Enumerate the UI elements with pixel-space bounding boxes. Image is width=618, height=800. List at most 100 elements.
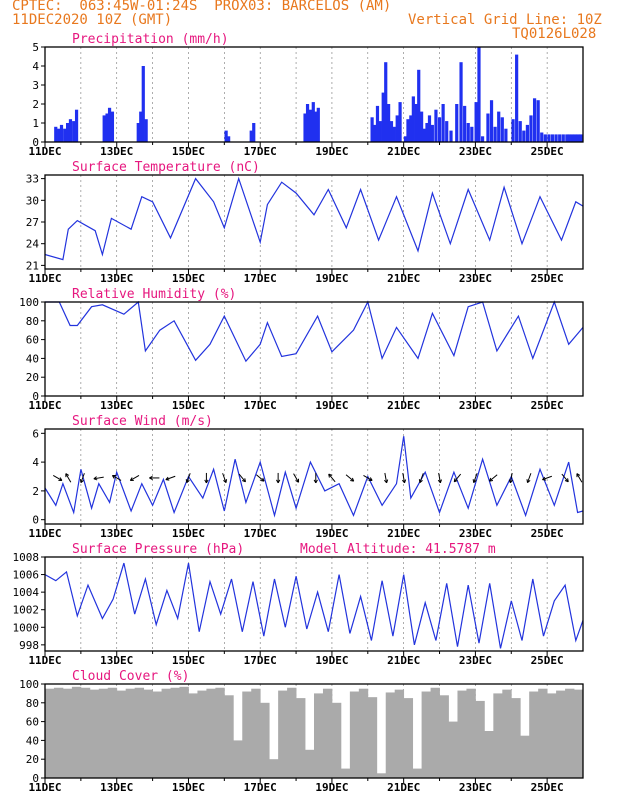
precip-bar	[500, 117, 504, 142]
panel-title: Surface Pressure (hPa)	[72, 542, 244, 557]
precip-bar	[63, 128, 67, 142]
precip-bar	[497, 111, 501, 142]
precip-bar	[403, 136, 408, 142]
y-tick-label: 80	[26, 697, 39, 710]
panel-subtitle: Model Altitude: 41.5787 m	[300, 542, 496, 557]
cloud-bar	[143, 689, 153, 778]
x-tick-label: 21DEC	[387, 399, 420, 412]
precip-bar	[375, 105, 380, 142]
y-tick-label: 20	[26, 753, 39, 766]
wind-arrow	[293, 473, 299, 483]
cloud-bar	[484, 731, 494, 778]
x-tick-label: 17DEC	[244, 654, 277, 667]
wind-arrow-head	[65, 473, 70, 476]
precip-bar	[529, 115, 533, 142]
wind-arrow-head	[564, 480, 569, 483]
x-tick-label: 15DEC	[172, 145, 205, 158]
wind-arrow-head	[418, 479, 421, 483]
panel-frame	[44, 683, 584, 779]
wind-arrow	[345, 474, 355, 482]
cloud-bar	[529, 691, 539, 778]
precip-bar	[525, 124, 530, 142]
wind-arrow-head	[242, 480, 246, 483]
x-tick-label: 15DEC	[172, 399, 205, 412]
cloud-bar	[98, 688, 109, 778]
x-tick-label: 15DEC	[172, 654, 205, 667]
wind-arrow	[509, 472, 513, 483]
panel-frame	[44, 428, 584, 525]
precip-bar	[68, 119, 73, 142]
cloud-bar	[439, 695, 449, 778]
y-tick-label: 1008	[13, 551, 40, 564]
precip-bar	[579, 134, 583, 142]
x-tick-label: 11DEC	[28, 399, 61, 412]
x-tick-label: 23DEC	[459, 781, 492, 794]
y-tick-label: 4	[32, 456, 39, 469]
series-line	[44, 436, 584, 518]
panel-title: Precipitation (mm/h)	[72, 32, 229, 47]
x-tick-label: 25DEC	[531, 781, 564, 794]
precip-bar	[414, 104, 418, 142]
y-tick-label: 1000	[13, 621, 40, 634]
x-tick-label: 25DEC	[531, 654, 564, 667]
wind-arrow	[130, 475, 140, 481]
cloud-bar	[421, 691, 431, 778]
precip-bar	[550, 134, 555, 142]
cloud-bar	[206, 688, 216, 778]
wind-arrow	[80, 473, 85, 483]
wind-arrow-head	[204, 479, 207, 484]
wind-arrow	[52, 475, 63, 481]
cloud-bar	[260, 702, 270, 778]
x-tick-label: 15DEC	[172, 781, 205, 794]
precip-bar	[74, 109, 79, 142]
panel-frame	[44, 46, 584, 143]
precip-bar	[466, 123, 470, 142]
y-tick-label: 24	[26, 238, 40, 251]
x-tick-label: 19DEC	[315, 145, 348, 158]
precip-bar	[576, 134, 580, 142]
x-tick-label: 11DEC	[28, 654, 61, 667]
cloud-bar	[331, 702, 342, 778]
panel-frame	[44, 174, 584, 270]
cloud-bar	[197, 690, 207, 778]
cloud-bar	[62, 688, 73, 778]
precip-bar	[381, 92, 385, 142]
cloud-bar	[53, 687, 64, 778]
precip-bar	[430, 124, 434, 142]
cloud-bar	[296, 698, 306, 778]
cloud-bar	[80, 687, 91, 778]
cloud-bar	[367, 697, 378, 778]
x-tick-label: 19DEC	[315, 527, 348, 540]
precip-bar	[422, 128, 427, 142]
precip-bar	[511, 119, 515, 142]
x-tick-label: 11DEC	[28, 272, 61, 285]
precip-bar	[384, 62, 388, 143]
precip-bar	[395, 115, 399, 142]
x-tick-label: 21DEC	[387, 272, 420, 285]
precip-bar	[370, 117, 374, 142]
x-tick-label: 21DEC	[387, 654, 420, 667]
wind-arrow-head	[223, 479, 227, 484]
precip-bar	[311, 102, 315, 142]
precip-bar	[398, 102, 402, 142]
precip-bar	[441, 104, 445, 142]
x-tick-label: 19DEC	[315, 399, 348, 412]
precip-bar	[392, 126, 396, 142]
y-tick-label: 1	[32, 117, 39, 130]
panel-frame	[44, 301, 584, 397]
cloud-bar	[358, 688, 369, 778]
cloud-bar	[170, 687, 180, 778]
precip-bar	[144, 119, 148, 142]
cloud-bar	[242, 691, 252, 778]
series-line	[44, 562, 584, 649]
y-tick-label: 60	[26, 716, 39, 729]
cloud-bar	[340, 768, 351, 778]
wind-arrow	[112, 475, 122, 481]
wind-arrow-head	[437, 479, 441, 484]
precip-bar	[139, 111, 143, 142]
y-tick-label: 0	[32, 514, 39, 527]
y-tick-label: 1004	[13, 586, 40, 599]
precip-bar	[59, 124, 64, 142]
cloud-bar	[152, 691, 162, 778]
cloud-bar	[385, 692, 396, 778]
